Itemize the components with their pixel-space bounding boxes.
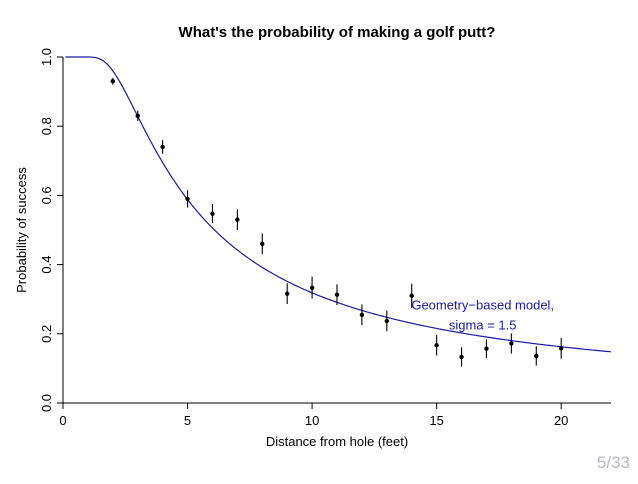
y-tick-label: 0.2 bbox=[39, 325, 54, 343]
data-point bbox=[309, 285, 315, 290]
data-point bbox=[534, 353, 539, 359]
data-point bbox=[384, 318, 390, 324]
x-tick-label: 0 bbox=[59, 413, 66, 428]
page-number: 5/33 bbox=[597, 453, 630, 473]
y-axis-label: Probability of success bbox=[14, 167, 29, 293]
data-point bbox=[409, 293, 414, 298]
y-tick-label: 0.8 bbox=[39, 117, 54, 135]
data-point bbox=[235, 217, 240, 222]
y-axis: 0.0 0.2 0.4 0.6 0.8 1.0 bbox=[39, 48, 64, 412]
data-point bbox=[160, 144, 165, 150]
page-separator: / bbox=[606, 453, 612, 472]
data-point bbox=[185, 196, 190, 202]
data-point bbox=[135, 113, 140, 119]
x-tick-label: 10 bbox=[305, 413, 319, 428]
data-points bbox=[110, 77, 564, 367]
data-point bbox=[434, 343, 439, 348]
y-tick-label: 0.6 bbox=[39, 186, 54, 204]
model-curve bbox=[65, 56, 612, 353]
y-tick-label: 0.0 bbox=[39, 394, 54, 412]
x-tick-label: 15 bbox=[429, 413, 443, 428]
data-point bbox=[210, 211, 215, 216]
page-total: 33 bbox=[611, 453, 630, 472]
y-tick-label: 0.4 bbox=[39, 256, 54, 274]
data-point bbox=[260, 241, 265, 247]
x-tick-label: 20 bbox=[554, 413, 568, 428]
data-point bbox=[334, 292, 340, 297]
data-point bbox=[509, 341, 514, 346]
model-annotation-line2: sigma = 1.5 bbox=[449, 318, 517, 333]
page-current: 5 bbox=[596, 453, 607, 472]
x-axis-label: Distance from hole (feet) bbox=[266, 434, 408, 449]
data-point bbox=[558, 346, 564, 351]
model-annotation-line1: Geometry−based model, bbox=[411, 298, 554, 313]
data-point bbox=[110, 79, 116, 84]
x-tick-label: 5 bbox=[184, 413, 191, 428]
data-point bbox=[359, 312, 365, 317]
data-point bbox=[459, 354, 464, 360]
chart-title: What's the probability of making a golf … bbox=[179, 24, 496, 41]
data-point bbox=[284, 291, 290, 296]
x-axis: 0 5 10 15 20 bbox=[59, 402, 611, 428]
data-point bbox=[484, 346, 489, 351]
y-tick-label: 1.0 bbox=[39, 48, 54, 66]
